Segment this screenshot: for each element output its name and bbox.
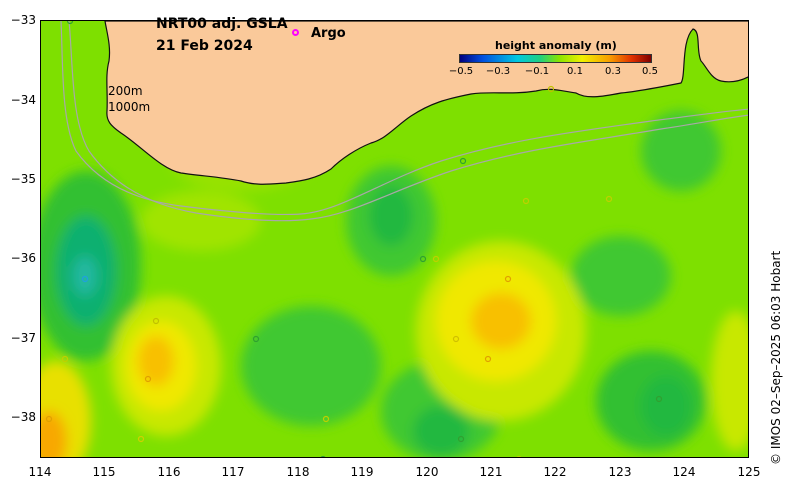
y-axis-tick-label: −33 xyxy=(10,13,36,27)
argo-float-marker xyxy=(81,275,89,283)
argo-legend-label: Argo xyxy=(311,26,346,41)
x-axis-tick-label: 117 xyxy=(221,465,245,479)
argo-float-marker xyxy=(459,157,467,165)
argo-float-marker xyxy=(61,355,69,363)
argo-float-marker xyxy=(452,335,460,343)
high-anomaly-region xyxy=(711,311,748,451)
x-axis-tick-label: 124 xyxy=(672,465,696,479)
x-axis-tick-label: 116 xyxy=(157,465,181,479)
argo-float-marker xyxy=(419,255,427,263)
colorbar-tick: 0.1 xyxy=(567,66,583,77)
colorbar-tick: −0.1 xyxy=(524,66,550,77)
isobath-label-1000m: 1000m xyxy=(108,100,151,114)
argo-float-marker xyxy=(144,375,152,383)
imos-credit: © IMOS 02–Sep–2025 06:03 Hobart xyxy=(769,250,783,465)
argo-float-marker xyxy=(252,335,260,343)
y-axis-tick-label: −34 xyxy=(10,93,36,107)
colorbar-tick: −0.3 xyxy=(485,66,511,77)
y-axis-tick-label: −36 xyxy=(10,251,36,265)
sea-level-map[interactable] xyxy=(40,20,749,458)
high-anomaly-region xyxy=(141,191,261,251)
x-axis-tick-label: 118 xyxy=(286,465,310,479)
argo-float-marker xyxy=(605,195,613,203)
y-axis-tick-label: −38 xyxy=(10,410,36,424)
x-axis-tick-label: 125 xyxy=(737,465,761,479)
argo-float-marker xyxy=(484,355,492,363)
x-axis-tick-label: 121 xyxy=(479,465,503,479)
high-anomaly-core xyxy=(471,293,531,349)
y-axis-tick-label: −37 xyxy=(10,331,36,345)
colorbar-tick: −0.5 xyxy=(448,66,474,77)
colorbar-tick: 0.5 xyxy=(642,66,658,77)
x-axis-tick-label: 115 xyxy=(92,465,116,479)
argo-float-marker xyxy=(522,197,530,205)
x-axis-tick-label: 123 xyxy=(608,465,632,479)
argo-float-marker xyxy=(320,455,326,457)
argo-float-marker xyxy=(432,255,440,263)
colorbar-title: height anomaly (m) xyxy=(495,39,617,52)
low-anomaly-region xyxy=(641,111,721,191)
argo-legend-icon xyxy=(292,29,299,36)
argo-float-marker xyxy=(547,85,555,93)
high-anomaly-core xyxy=(138,336,174,386)
argo-float-marker xyxy=(137,435,145,443)
x-axis-tick-label: 120 xyxy=(415,465,439,479)
isobath-lines xyxy=(60,21,748,222)
argo-float-marker xyxy=(66,21,74,25)
argo-float-marker xyxy=(457,435,465,443)
colorbar xyxy=(459,54,652,63)
high-anomaly-core xyxy=(41,411,67,457)
low-anomaly-region xyxy=(241,306,381,426)
isobath-1000m xyxy=(68,21,748,222)
x-axis-tick-label: 122 xyxy=(543,465,567,479)
colorbar-tick: 0.3 xyxy=(605,66,621,77)
x-axis-tick-label: 114 xyxy=(28,465,52,479)
isobath-200m xyxy=(60,21,748,216)
y-axis-tick-label: −35 xyxy=(10,172,36,186)
map-date: 21 Feb 2024 xyxy=(156,38,253,54)
x-axis-tick-label: 119 xyxy=(350,465,374,479)
anomaly-field xyxy=(41,111,748,457)
argo-float-marker xyxy=(504,275,512,283)
map-title: NRT00 adj. GSLA xyxy=(156,16,288,32)
argo-float-marker xyxy=(322,415,330,423)
low-anomaly-region xyxy=(571,236,671,316)
argo-float-marker xyxy=(655,395,663,403)
isobath-label-200m: 200m xyxy=(108,84,143,98)
argo-float-marker xyxy=(45,415,53,423)
argo-float-marker xyxy=(516,455,522,457)
low-anomaly-region xyxy=(641,376,691,436)
low-anomaly-region xyxy=(369,186,413,246)
low-anomaly-region xyxy=(413,406,469,456)
argo-float-marker xyxy=(152,317,160,325)
argo-floats xyxy=(45,21,663,457)
